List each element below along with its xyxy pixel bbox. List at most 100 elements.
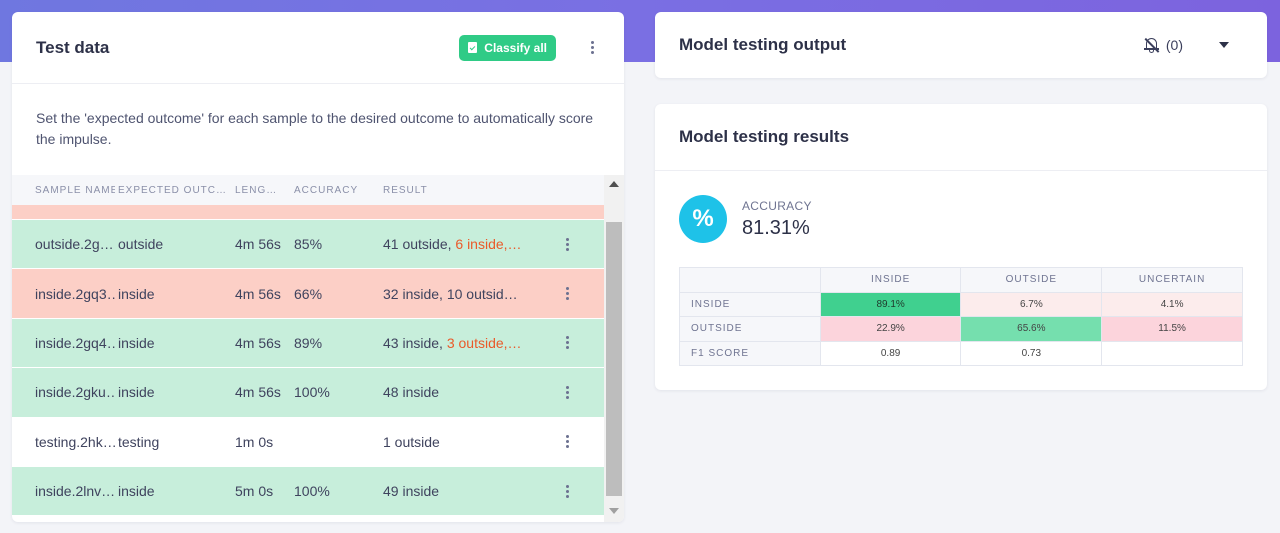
length-cell: 4m 56s <box>235 236 281 253</box>
samples-table-header: SAMPLE NAME EXPECTED OUTC… LENG… ACCURAC… <box>12 175 604 205</box>
sample-name-cell: inside.2gku… <box>35 384 115 401</box>
accuracy-cell: 100% <box>294 384 330 401</box>
matrix-cell: 89.1% <box>819 291 962 317</box>
expected-outcome-cell: testing <box>118 433 160 450</box>
column-result[interactable]: RESULT <box>383 184 428 196</box>
row-menu-icon[interactable] <box>560 236 576 252</box>
notification-count[interactable]: (0) <box>1165 37 1183 53</box>
results-title: Model testing results <box>679 127 850 146</box>
accuracy-cell: 85% <box>294 236 323 253</box>
confusion-matrix: INSIDE OUTSIDE UNCERTAIN INSIDE 89.1% 6.… <box>679 267 1243 366</box>
output-title: Model testing output <box>679 35 847 54</box>
table-row[interactable]: testing.2hk… testing 1m 0s 1 outside <box>12 417 604 467</box>
column-sample-name[interactable]: SAMPLE NAME <box>35 184 115 196</box>
matrix-cell: 22.9% <box>819 316 962 342</box>
result-cell: 41 outside, 6 inside,… <box>381 236 531 252</box>
accuracy-cell: 100% <box>294 483 330 500</box>
result-cell: 48 inside <box>381 384 531 400</box>
model-testing-output-panel: Model testing output (0) <box>655 12 1267 78</box>
expected-outcome-cell: outside <box>118 236 164 253</box>
matrix-cell: 65.6% <box>960 316 1103 342</box>
result-cell: 43 inside, 3 outside,… <box>381 335 531 351</box>
result-cell: 1 outside <box>381 434 531 450</box>
length-cell: 1m 0s <box>235 433 274 450</box>
expected-outcome-cell: inside <box>118 483 155 500</box>
matrix-corner <box>679 267 821 293</box>
scroll-up-arrow-icon[interactable] <box>609 181 619 187</box>
samples-table: SAMPLE NAME EXPECTED OUTC… LENG… ACCURAC… <box>12 175 624 522</box>
test-data-description: Set the 'expected outcome' for each samp… <box>36 110 594 147</box>
table-row[interactable]: inside.2gku… inside 4m 56s 100% 48 inside <box>12 368 604 418</box>
length-cell: 4m 56s <box>235 334 281 351</box>
matrix-cell: 6.7% <box>960 291 1103 317</box>
matrix-row-label: INSIDE <box>679 291 821 317</box>
column-length[interactable]: LENG… <box>235 184 278 196</box>
matrix-row-outside: OUTSIDE 22.9% 65.6% 11.5% <box>679 316 1243 342</box>
sample-name-cell: inside.2lnv… <box>35 483 115 500</box>
length-cell: 4m 56s <box>235 384 281 401</box>
matrix-cell <box>1101 340 1243 366</box>
scroll-thumb[interactable] <box>606 222 622 496</box>
result-cell: 49 inside <box>381 483 531 499</box>
clipboard-check-icon <box>468 42 478 53</box>
matrix-cell: 0.89 <box>819 340 962 366</box>
expected-outcome-cell: inside <box>118 334 155 351</box>
row-menu-cell <box>531 286 604 302</box>
table-row-partial[interactable] <box>12 205 604 220</box>
matrix-row-inside: INSIDE 89.1% 6.7% 4.1% <box>679 291 1243 317</box>
row-menu-cell <box>531 434 604 450</box>
test-data-panel: Test data Classify all Set the 'expected… <box>12 12 624 522</box>
sample-name-cell: inside.2gq4… <box>35 334 115 351</box>
scroll-down-arrow-icon[interactable] <box>609 508 619 514</box>
samples-table-body: outside.2g… outside 4m 56s 85% 41 outside, 6… <box>12 205 604 522</box>
accuracy-cell: 66% <box>294 285 323 302</box>
test-data-menu-icon[interactable] <box>584 40 600 56</box>
result-mismatch-text: 6 inside,… <box>455 236 522 253</box>
matrix-cell: 11.5% <box>1101 316 1243 342</box>
row-menu-icon[interactable] <box>560 335 576 351</box>
row-menu-icon[interactable] <box>560 286 576 302</box>
result-text: 1 outside <box>383 433 440 450</box>
accuracy-cell: 89% <box>294 334 323 351</box>
row-menu-icon[interactable] <box>560 483 576 499</box>
test-data-header: Test data Classify all <box>12 12 624 84</box>
matrix-cell: 4.1% <box>1101 291 1243 317</box>
result-cell: 32 inside, 10 outsid… <box>381 286 531 302</box>
row-menu-cell <box>531 236 604 252</box>
results-header: Model testing results <box>655 104 1267 171</box>
table-row[interactable]: inside.2gq4… inside 4m 56s 89% 43 inside, 3 … <box>12 318 604 369</box>
column-accuracy[interactable]: ACCURACY <box>294 184 359 196</box>
caret-down-icon[interactable] <box>1219 42 1229 48</box>
accuracy-label: ACCURACY <box>742 198 812 213</box>
matrix-row-label: F1 SCORE <box>679 340 821 366</box>
matrix-row-f1: F1 SCORE 0.89 0.73 <box>679 340 1243 366</box>
expected-outcome-cell: inside <box>118 285 155 302</box>
matrix-cell: 0.73 <box>960 340 1103 366</box>
test-data-title: Test data <box>36 37 110 57</box>
bell-off-icon[interactable] <box>1143 37 1161 53</box>
classify-all-label: Classify all <box>484 40 547 55</box>
column-expected-outcome[interactable]: EXPECTED OUTC… <box>118 184 228 196</box>
table-scrollbar[interactable] <box>604 175 624 522</box>
table-row[interactable]: inside.2gq3… inside 4m 56s 66% 32 inside, 10… <box>12 269 604 319</box>
sample-name-cell: inside.2gq3… <box>35 285 115 302</box>
matrix-header-row: INSIDE OUTSIDE UNCERTAIN <box>679 267 1243 293</box>
length-cell: 4m 56s <box>235 285 281 302</box>
row-menu-cell <box>531 384 604 400</box>
matrix-col-outside: OUTSIDE <box>960 267 1103 293</box>
table-row[interactable]: inside.2lnv… inside 5m 0s 100% 49 inside <box>12 466 604 517</box>
result-text: 48 inside <box>383 384 440 401</box>
row-menu-icon[interactable] <box>560 384 576 400</box>
accuracy-value: 81.31% <box>742 216 810 239</box>
row-menu-cell <box>531 483 604 499</box>
classify-all-button[interactable]: Classify all <box>459 34 556 61</box>
model-testing-results-panel: Model testing results % ACCURACY 81.31% … <box>655 104 1267 390</box>
accuracy-summary: % ACCURACY 81.31% <box>679 195 812 243</box>
table-row[interactable]: outside.2g… outside 4m 56s 85% 41 outside, 6… <box>12 220 604 270</box>
sample-name-cell: outside.2g… <box>35 236 114 253</box>
matrix-col-inside: INSIDE <box>819 267 962 293</box>
result-mismatch-text: 3 outside,… <box>446 334 522 351</box>
row-menu-icon[interactable] <box>560 434 576 450</box>
result-text: 41 outside, <box>383 236 456 253</box>
result-text: 43 inside, <box>383 334 447 351</box>
